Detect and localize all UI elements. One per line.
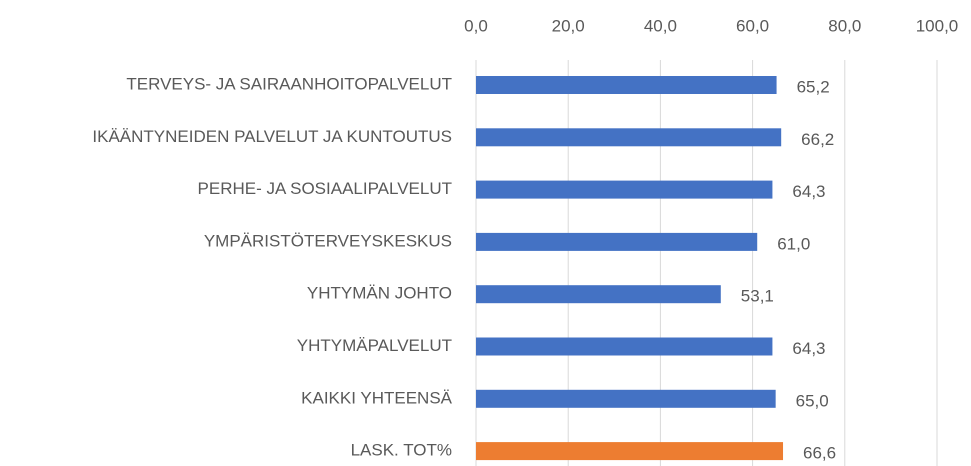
bar [476,128,782,147]
bar [476,337,773,356]
y-tick-label: KAIKKI YHTEENSÄ [301,388,453,407]
y-tick-label: PERHE- JA SOSIAALIPALVELUT [198,179,452,198]
bar [476,442,784,461]
y-tick-label: TERVEYS- JA SAIRAANHOITOPALVELUT [126,74,452,93]
value-label: 65,2 [797,77,830,96]
bar [476,285,721,304]
value-label: 66,6 [803,444,836,463]
x-tick-label: 20,0 [552,16,585,35]
y-tick-label: YMPÄRISTÖTERVEYSKESKUS [204,231,452,250]
x-tick-label: 0,0 [464,16,488,35]
value-label: 53,1 [741,287,774,306]
value-label: 64,3 [792,182,825,201]
bar [476,232,758,251]
x-tick-label: 60,0 [736,16,769,35]
x-tick-label: 100,0 [916,16,959,35]
x-tick-label: 40,0 [644,16,677,35]
y-tick-label: YHTYMÄPALVELUT [297,336,452,355]
value-label: 64,3 [792,339,825,358]
y-tick-label: LASK. TOT% [351,441,452,460]
bar [476,389,776,408]
value-label: 66,2 [801,130,834,149]
value-label: 61,0 [777,234,810,253]
bar [476,76,777,94]
value-label: 65,0 [796,391,829,410]
x-tick-label: 80,0 [828,16,861,35]
y-tick-label: IKÄÄNTYNEIDEN PALVELUT JA KUNTOUTUS [92,127,452,146]
bar [476,180,773,199]
y-tick-label: YHTYMÄN JOHTO [307,284,452,303]
